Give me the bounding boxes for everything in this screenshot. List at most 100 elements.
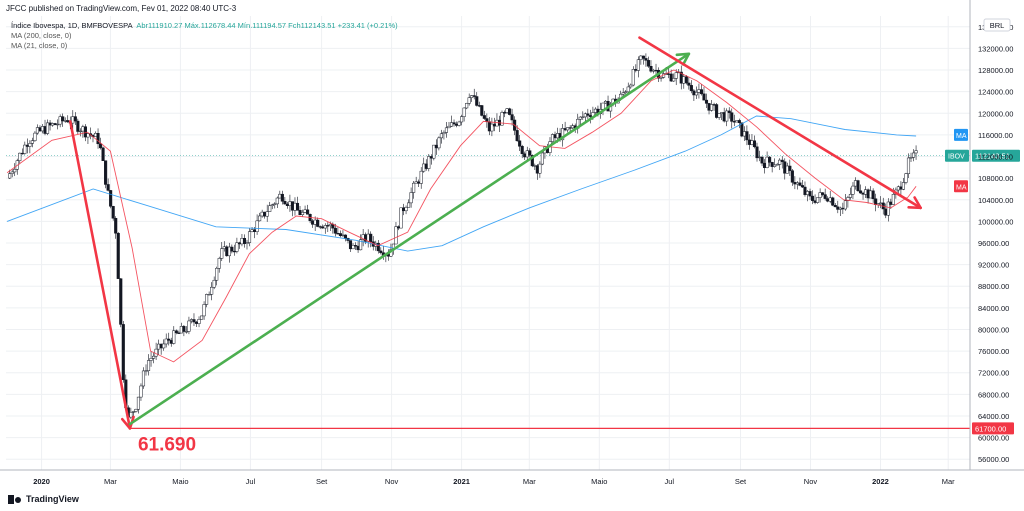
candle bbox=[740, 122, 744, 137]
candle bbox=[189, 319, 194, 322]
x-tick-label: Set bbox=[316, 477, 328, 486]
candle bbox=[470, 95, 474, 98]
uptrend-arrow bbox=[128, 52, 691, 426]
candle bbox=[141, 370, 146, 387]
candle bbox=[313, 219, 317, 225]
ma21-line bbox=[6, 69, 917, 363]
candle bbox=[879, 202, 883, 205]
candle bbox=[508, 108, 512, 115]
candle bbox=[13, 169, 17, 173]
candle bbox=[828, 197, 832, 202]
y-tick-label: 68000.00 bbox=[978, 390, 1009, 399]
candle bbox=[788, 165, 792, 171]
candle bbox=[773, 164, 777, 167]
candle bbox=[727, 110, 731, 113]
candle bbox=[260, 211, 264, 217]
candle bbox=[896, 186, 900, 191]
candle bbox=[831, 197, 835, 206]
candle bbox=[396, 226, 401, 229]
candle bbox=[81, 126, 85, 132]
candle bbox=[152, 355, 156, 359]
candle bbox=[891, 194, 895, 205]
candle bbox=[899, 186, 903, 190]
candle bbox=[38, 127, 42, 132]
candle bbox=[121, 324, 125, 381]
candle bbox=[477, 105, 481, 107]
candle bbox=[429, 156, 433, 159]
candle bbox=[321, 226, 325, 229]
candle bbox=[465, 103, 469, 109]
y-tick-label: 124000.00 bbox=[978, 88, 1013, 97]
tradingview-logo-icon bbox=[8, 494, 22, 504]
tradingview-brand[interactable]: TradingView bbox=[8, 494, 79, 504]
candle bbox=[250, 229, 254, 232]
candle bbox=[227, 246, 231, 257]
candle bbox=[770, 162, 774, 167]
candle bbox=[136, 396, 140, 410]
candle bbox=[866, 189, 870, 199]
candle bbox=[480, 105, 484, 116]
candle bbox=[323, 225, 327, 229]
candle bbox=[687, 82, 691, 86]
candle bbox=[553, 134, 557, 139]
symbol-name: Índice Ibovespa, 1D, BMFBOVESPA bbox=[11, 21, 133, 30]
ibov-tag-value: 112143.51 bbox=[975, 152, 1010, 161]
candle bbox=[752, 140, 757, 148]
candle bbox=[351, 245, 355, 250]
candle bbox=[35, 127, 39, 134]
candle bbox=[184, 331, 188, 333]
candle bbox=[333, 227, 337, 234]
candle bbox=[449, 122, 454, 127]
currency-label: BRL bbox=[990, 21, 1005, 30]
candle bbox=[588, 115, 592, 118]
candle bbox=[222, 246, 226, 249]
candle bbox=[649, 65, 653, 72]
candle bbox=[631, 69, 635, 86]
candle bbox=[407, 202, 411, 208]
candle bbox=[432, 144, 436, 159]
ma21-legend[interactable]: MA (21, close, 0) bbox=[11, 41, 68, 50]
candle bbox=[424, 163, 428, 169]
candle bbox=[93, 133, 98, 137]
candle bbox=[725, 110, 729, 122]
candle bbox=[808, 191, 812, 197]
candle bbox=[253, 229, 257, 232]
brand-name: TradingView bbox=[26, 494, 79, 504]
candle bbox=[409, 192, 413, 204]
candle bbox=[525, 150, 529, 158]
candle bbox=[134, 408, 138, 412]
candle bbox=[129, 412, 133, 418]
candle bbox=[10, 171, 14, 174]
candle bbox=[280, 193, 284, 202]
candle bbox=[401, 207, 406, 212]
candle bbox=[336, 233, 340, 235]
candle bbox=[298, 210, 302, 216]
symbol-legend[interactable]: Índice Ibovespa, 1D, BMFBOVESPA Abr11191… bbox=[11, 21, 398, 30]
candle bbox=[672, 78, 676, 82]
candle bbox=[694, 92, 698, 96]
candle bbox=[338, 233, 342, 236]
candle bbox=[833, 205, 837, 208]
x-tick-label: 2022 bbox=[872, 477, 889, 486]
candle bbox=[813, 200, 817, 203]
x-tick-label: Jul bbox=[246, 477, 256, 486]
candle bbox=[520, 146, 524, 155]
candle bbox=[568, 127, 572, 129]
candle bbox=[114, 218, 118, 234]
candle bbox=[816, 197, 820, 203]
candle bbox=[904, 173, 908, 183]
candle bbox=[230, 246, 234, 252]
ma200-legend[interactable]: MA (200, close, 0) bbox=[11, 31, 72, 40]
candle bbox=[823, 194, 827, 199]
candle bbox=[712, 104, 716, 106]
candle bbox=[444, 127, 449, 133]
candle bbox=[530, 155, 534, 167]
candle bbox=[167, 338, 171, 341]
candle bbox=[757, 156, 762, 159]
candle bbox=[86, 133, 90, 138]
x-tick-label: Set bbox=[735, 477, 747, 486]
y-tick-label: 60000.00 bbox=[978, 434, 1009, 443]
candle bbox=[836, 206, 840, 210]
